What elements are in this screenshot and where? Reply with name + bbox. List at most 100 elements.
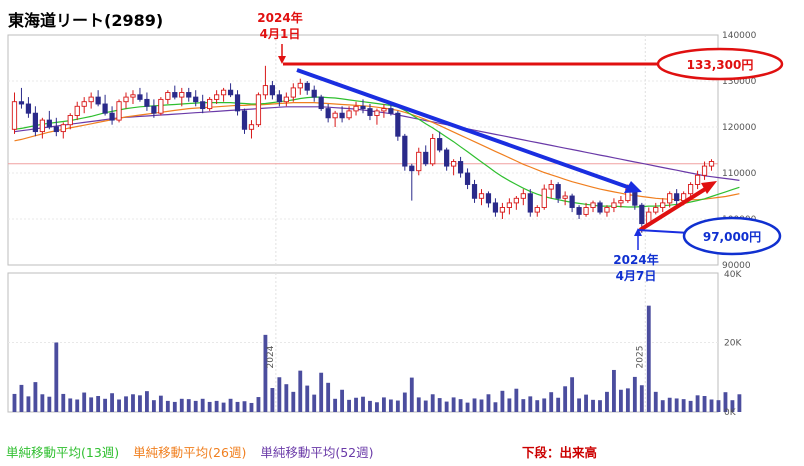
candle-body xyxy=(346,110,352,119)
volume-bar xyxy=(605,391,609,412)
volume-bar xyxy=(165,400,170,412)
candle xyxy=(144,92,150,111)
candle xyxy=(318,94,324,111)
volume-bar xyxy=(472,398,477,412)
candle xyxy=(667,191,673,208)
volume-bar xyxy=(667,397,672,412)
candle-body xyxy=(234,94,241,112)
candle-body xyxy=(214,94,220,100)
candle-body xyxy=(506,202,512,208)
candle-body xyxy=(618,200,624,204)
candle-body xyxy=(172,92,178,98)
candle-body xyxy=(137,94,143,100)
volume-bar xyxy=(200,398,205,412)
candle-body xyxy=(667,193,673,204)
volume-bar xyxy=(416,397,421,412)
volume-bar xyxy=(528,396,533,412)
volume-note: 下段：出来高 xyxy=(522,445,598,460)
uptrend-arrowhead xyxy=(701,181,717,194)
volume-bar xyxy=(12,393,17,412)
candle-body xyxy=(158,98,164,114)
candle-body xyxy=(520,193,526,199)
candle-body xyxy=(255,94,262,126)
volume-bar xyxy=(730,400,735,412)
candle xyxy=(207,97,213,111)
candle xyxy=(395,110,401,141)
candle-body xyxy=(457,161,464,174)
candle-body xyxy=(74,105,80,116)
candle-body xyxy=(60,124,66,133)
volume-bar xyxy=(493,402,498,412)
candle-body xyxy=(485,193,492,204)
volume-bar xyxy=(340,389,345,412)
volume-bar xyxy=(591,399,595,412)
candle xyxy=(200,94,206,114)
price-tick-label: 120000 xyxy=(722,123,757,133)
candle xyxy=(618,196,624,208)
volume-bar xyxy=(653,391,658,412)
candle xyxy=(576,205,582,219)
volume-bar xyxy=(395,400,400,412)
candle-body xyxy=(395,112,401,137)
volume-bar xyxy=(333,398,338,412)
candle xyxy=(18,87,25,109)
low-date-year: 2024年 xyxy=(613,252,658,267)
candle-body xyxy=(464,172,471,185)
candle xyxy=(590,200,596,213)
volume-bar xyxy=(535,400,540,412)
volume-bar xyxy=(347,399,351,412)
candle xyxy=(653,202,659,215)
low-date-day: 4月7日 xyxy=(616,269,657,283)
volume-bar xyxy=(598,400,602,412)
candlesticks xyxy=(11,65,715,233)
chart-title: 東海道リート(2989) xyxy=(8,11,164,30)
volume-bar xyxy=(68,398,73,412)
candle-body xyxy=(297,82,303,89)
candle-body xyxy=(186,92,192,98)
candle-body xyxy=(527,193,533,213)
candle-body xyxy=(437,138,443,151)
candle xyxy=(374,108,380,125)
candle xyxy=(67,113,73,130)
volume-bar xyxy=(193,400,198,412)
volume-bar xyxy=(249,402,254,412)
moving-average-ma13 xyxy=(14,96,740,208)
candle xyxy=(165,90,171,104)
volume-bar xyxy=(145,391,149,412)
candle xyxy=(674,189,680,206)
candle-body xyxy=(67,115,73,126)
volume-bar xyxy=(430,394,435,412)
volume-bar xyxy=(479,399,484,412)
volume-bar xyxy=(507,398,512,412)
volume-bar xyxy=(709,399,714,412)
candle xyxy=(555,182,561,203)
volume-bar xyxy=(388,399,393,412)
candle-body xyxy=(116,101,122,121)
moving-average-ma26 xyxy=(14,101,740,201)
candle xyxy=(402,133,408,171)
candle-body xyxy=(88,96,94,103)
candle xyxy=(499,202,506,219)
volume-bar xyxy=(54,342,59,412)
volume-bar xyxy=(221,402,226,412)
candle xyxy=(457,156,464,178)
volume-bar xyxy=(138,395,142,412)
candle-body xyxy=(262,85,269,96)
volume-bar xyxy=(465,402,470,412)
candle xyxy=(548,179,554,199)
candle xyxy=(513,196,519,210)
low-price-ellipse xyxy=(682,216,782,256)
candle-body xyxy=(200,101,206,110)
volume-bar xyxy=(186,399,191,412)
volume-tick-label: 40K xyxy=(724,270,742,280)
candle xyxy=(172,85,178,100)
candle-body xyxy=(95,96,101,105)
price-tick-label: 90000 xyxy=(722,261,751,271)
candle xyxy=(214,90,220,104)
candle-body xyxy=(325,108,331,119)
volume-bar xyxy=(298,370,303,412)
candle-body xyxy=(381,108,387,112)
candle-body xyxy=(332,112,338,119)
candle-body xyxy=(499,207,506,213)
